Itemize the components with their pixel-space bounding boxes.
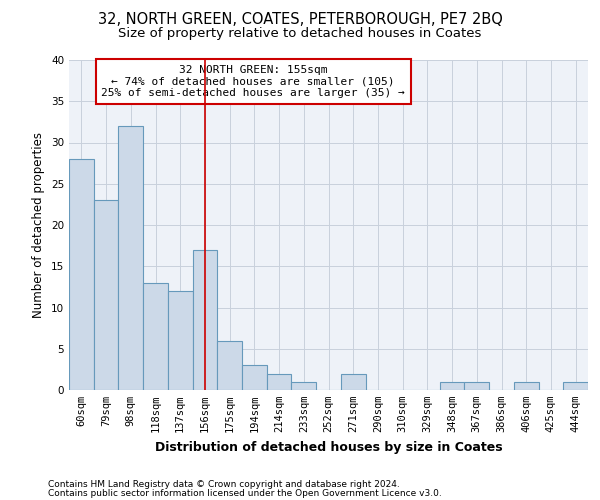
Bar: [94, 200, 118, 390]
Bar: [563, 382, 588, 390]
Y-axis label: Number of detached properties: Number of detached properties: [32, 132, 46, 318]
Text: 32, NORTH GREEN, COATES, PETERBOROUGH, PE7 2BQ: 32, NORTH GREEN, COATES, PETERBOROUGH, P…: [98, 12, 502, 28]
Bar: [69, 159, 94, 390]
Bar: [217, 340, 242, 390]
Bar: [193, 250, 217, 390]
Bar: [267, 374, 292, 390]
Text: 32 NORTH GREEN: 155sqm
← 74% of detached houses are smaller (105)
25% of semi-de: 32 NORTH GREEN: 155sqm ← 74% of detached…: [101, 65, 405, 98]
Bar: [341, 374, 365, 390]
Bar: [242, 365, 267, 390]
Text: Contains HM Land Registry data © Crown copyright and database right 2024.: Contains HM Land Registry data © Crown c…: [48, 480, 400, 489]
X-axis label: Distribution of detached houses by size in Coates: Distribution of detached houses by size …: [155, 440, 502, 454]
Text: Size of property relative to detached houses in Coates: Size of property relative to detached ho…: [118, 28, 482, 40]
Bar: [464, 382, 489, 390]
Bar: [168, 291, 193, 390]
Text: Contains public sector information licensed under the Open Government Licence v3: Contains public sector information licen…: [48, 489, 442, 498]
Bar: [514, 382, 539, 390]
Bar: [118, 126, 143, 390]
Bar: [440, 382, 464, 390]
Bar: [143, 283, 168, 390]
Bar: [292, 382, 316, 390]
